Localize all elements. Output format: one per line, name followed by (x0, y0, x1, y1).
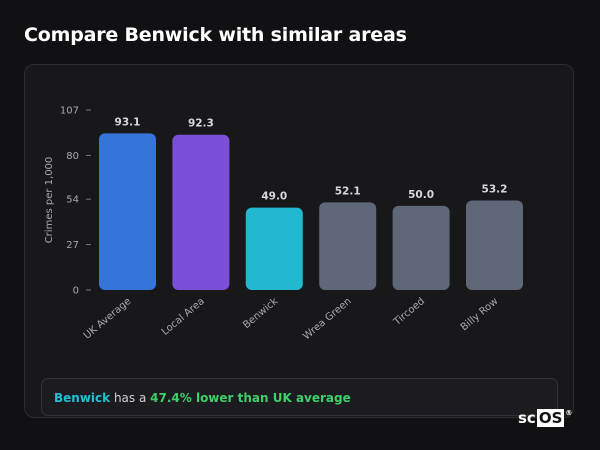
callout-text: has a (110, 391, 151, 405)
brand-logo: sc OS ® (518, 409, 572, 427)
bar-value-label: 93.1 (115, 116, 141, 128)
logo-boxed: OS (536, 409, 565, 427)
x-category-label: Local Area (160, 296, 207, 338)
y-tick-label: 54 (66, 195, 79, 206)
logo-prefix: sc (518, 409, 536, 427)
y-tick-label: 27 (66, 240, 79, 251)
bar-value-label: 49.0 (261, 191, 287, 203)
y-tick-label: 80 (66, 151, 79, 162)
bar-uk-average (99, 133, 156, 290)
x-category-label: Wrea Green (301, 296, 353, 342)
bar-billy-row (466, 200, 523, 290)
bar-value-label: 53.2 (482, 184, 508, 196)
bar-value-label: 50.0 (408, 189, 434, 201)
callout-delta: 47.4% lower than UK average (150, 391, 351, 405)
bar-value-label: 92.3 (188, 118, 214, 130)
bar-local-area (172, 134, 230, 290)
y-tick-label: 0 (73, 286, 79, 297)
bar-tircoed (392, 205, 450, 290)
x-category-label: Tircoed (391, 296, 427, 329)
y-axis-label: Crimes per 1,000 (44, 157, 55, 244)
bar-value-label: 52.1 (335, 185, 361, 197)
logo-registered-mark: ® (565, 409, 573, 417)
comparison-callout: Benwick has a 47.4% lower than UK averag… (41, 378, 558, 416)
bar-benwick (245, 207, 303, 290)
x-category-label: Benwick (241, 296, 280, 331)
y-tick-label: 107 (60, 106, 79, 117)
page-title: Compare Benwick with similar areas (24, 24, 407, 46)
x-category-label: Billy Row (459, 296, 501, 333)
x-category-label: UK Average (82, 296, 134, 342)
bar-wrea-green (319, 202, 377, 290)
callout-area-name: Benwick (54, 391, 111, 405)
